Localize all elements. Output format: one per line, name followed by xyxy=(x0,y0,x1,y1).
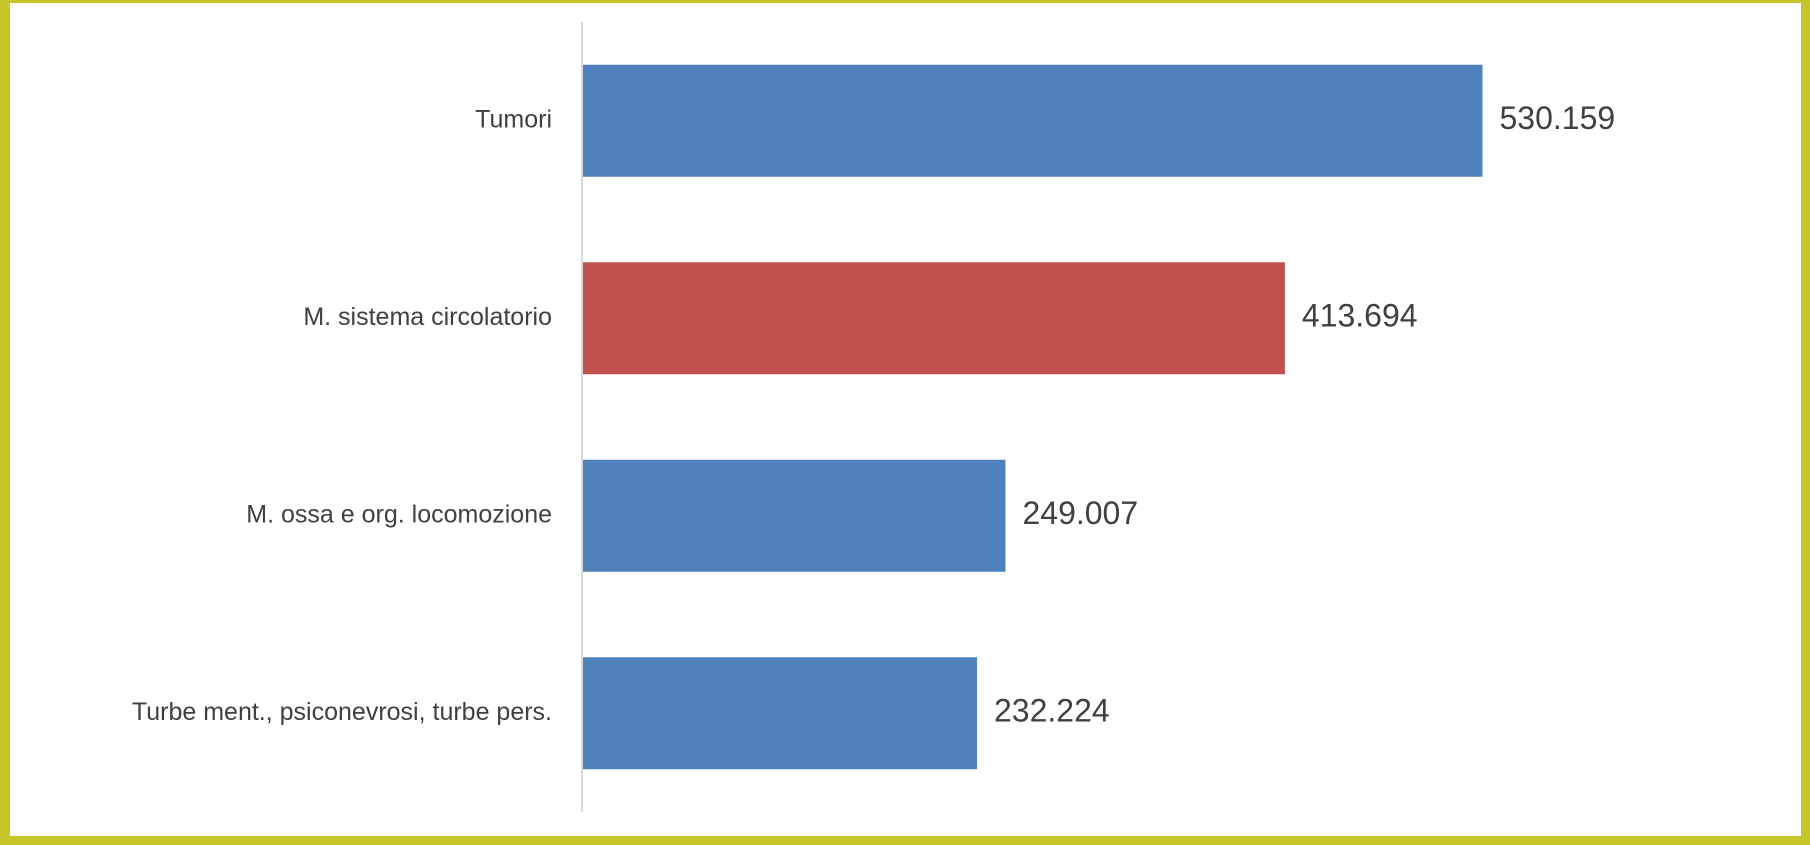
category-label-3: Turbe ment., psiconevrosi, turbe pers. xyxy=(132,698,552,726)
category-label-2: M. ossa e org. locomozione xyxy=(246,500,552,528)
value-label-3: 232.224 xyxy=(994,693,1110,729)
value-label-2: 249.007 xyxy=(1022,495,1138,531)
value-label-1: 413.694 xyxy=(1302,298,1418,334)
category-label-1: M. sistema circolatorio xyxy=(303,303,552,331)
bar-1 xyxy=(583,262,1285,375)
category-labels-group: Tumori M. sistema circolatorio M. ossa e o… xyxy=(132,105,552,726)
bar-2 xyxy=(583,459,1006,572)
bars-group xyxy=(583,64,1483,770)
category-label-0: Tumori xyxy=(475,105,552,133)
value-labels-group: 530.159 413.694 249.007 232.224 xyxy=(994,100,1615,729)
bar-0 xyxy=(583,64,1483,177)
bar-3 xyxy=(583,657,978,770)
value-label-0: 530.159 xyxy=(1500,100,1616,136)
